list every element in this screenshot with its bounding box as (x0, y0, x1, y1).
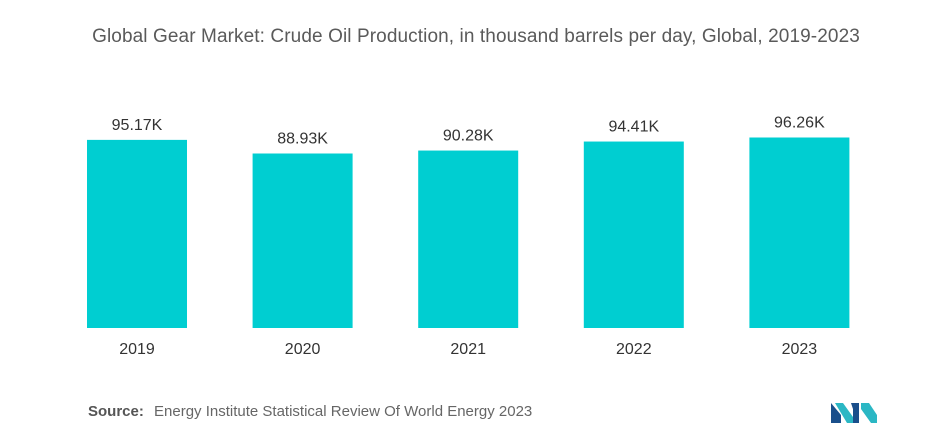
bar-2022 (583, 141, 684, 328)
source-text: Energy Institute Statistical Review Of W… (154, 403, 533, 420)
data-label-2023: 96.26K (774, 115, 825, 132)
data-label-2020: 88.93K (277, 131, 328, 148)
mordor-intelligence-logo-icon (831, 403, 877, 423)
data-label-2019: 95.17K (112, 117, 163, 134)
source-label: Source: (88, 403, 144, 420)
bar-2019 (87, 139, 187, 328)
x-tick-label-2021: 2021 (450, 341, 486, 358)
bar-2021 (418, 150, 519, 328)
data-label-2022: 94.41K (608, 119, 659, 136)
bar-2023 (749, 137, 850, 328)
x-tick-label-2019: 2019 (119, 341, 155, 358)
data-label-2021: 90.28K (443, 128, 494, 145)
x-tick-label-2023: 2023 (782, 341, 818, 358)
x-tick-label-2022: 2022 (616, 341, 652, 358)
chart-title: Global Gear Market: Crude Oil Production… (92, 26, 860, 47)
source-note: Source: Energy Institute Statistical Rev… (88, 403, 532, 420)
bar-2020 (252, 153, 353, 328)
x-tick-label-2020: 2020 (285, 341, 321, 358)
